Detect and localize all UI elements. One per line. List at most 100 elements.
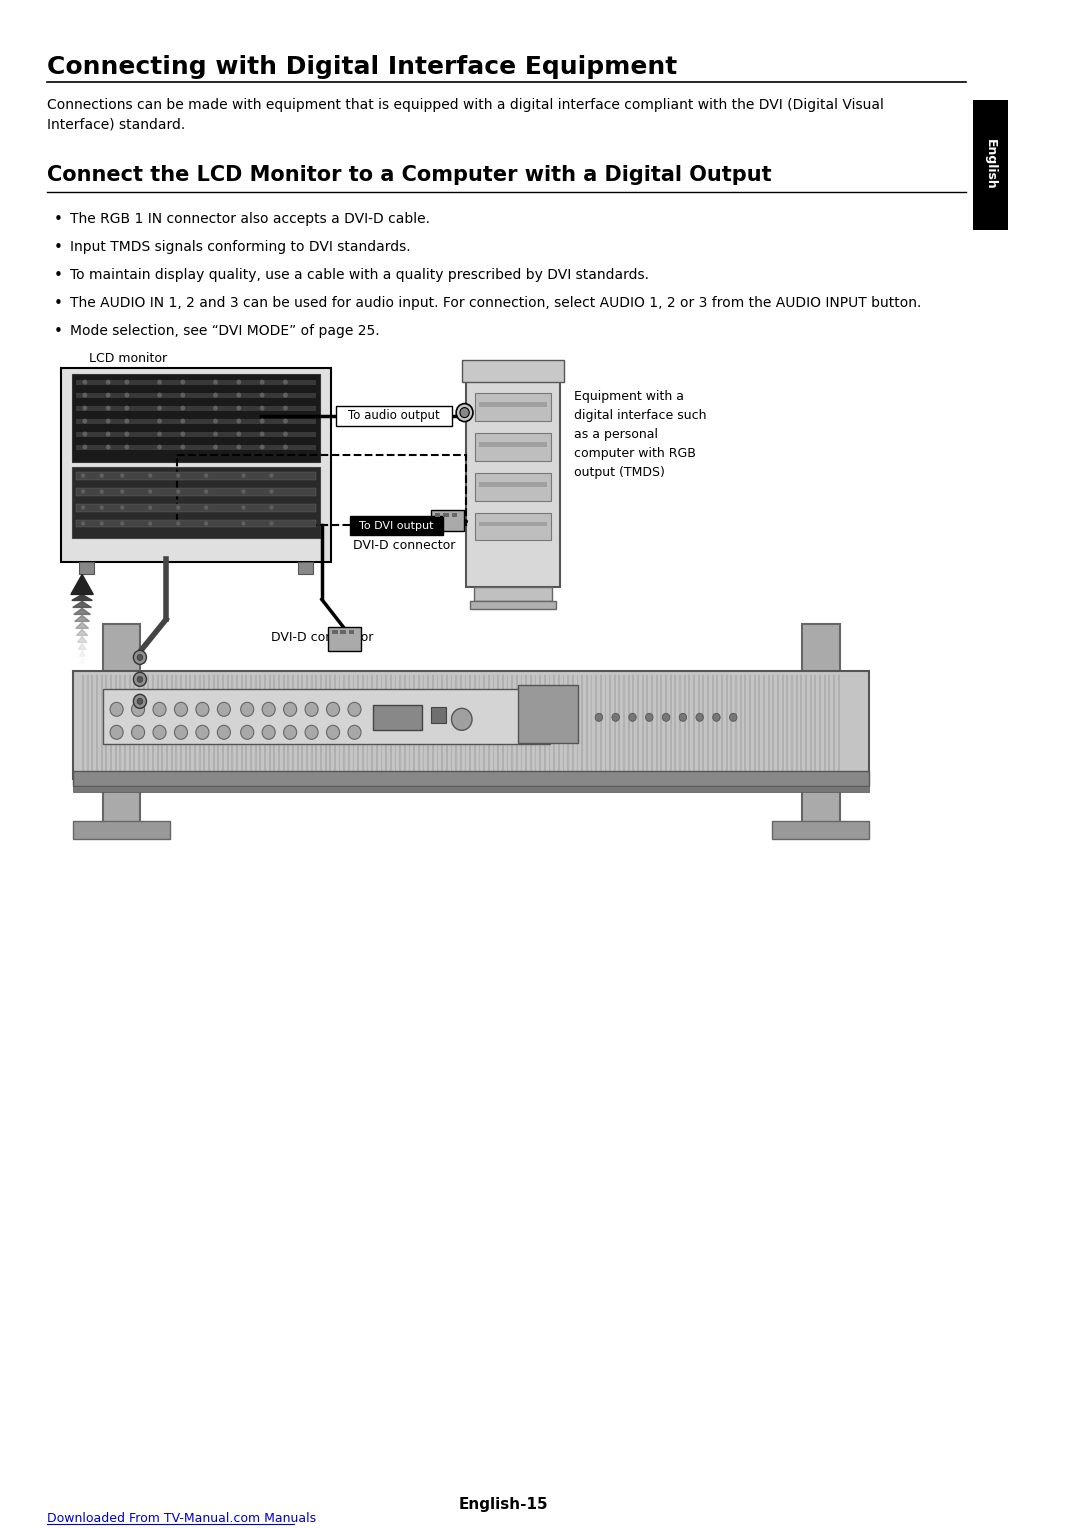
Bar [838, 675, 839, 772]
Bar [833, 675, 835, 772]
Circle shape [158, 393, 161, 397]
Bar [400, 675, 401, 772]
Bar [157, 675, 159, 772]
Circle shape [121, 506, 123, 509]
Bar [679, 675, 681, 772]
Bar [199, 675, 201, 772]
Circle shape [195, 703, 208, 717]
Circle shape [83, 432, 86, 435]
Bar [255, 675, 257, 772]
Polygon shape [78, 636, 86, 642]
Circle shape [107, 393, 110, 397]
Text: To audio output: To audio output [348, 410, 440, 422]
Bar [106, 675, 107, 772]
Circle shape [181, 406, 185, 410]
Bar [726, 675, 728, 772]
Bar [525, 675, 527, 772]
Bar [492, 675, 495, 772]
Circle shape [242, 474, 245, 477]
Circle shape [729, 714, 737, 721]
Bar [404, 675, 406, 772]
Bar [189, 675, 191, 772]
Circle shape [214, 406, 217, 410]
Bar [72, 466, 320, 538]
Bar [297, 675, 298, 772]
Bar [348, 675, 350, 772]
Bar [374, 706, 421, 730]
Bar [973, 99, 1008, 229]
Circle shape [158, 406, 161, 410]
Text: LCD monitor: LCD monitor [89, 351, 166, 365]
Circle shape [177, 474, 179, 477]
Bar [147, 675, 149, 772]
Bar [810, 675, 811, 772]
Circle shape [238, 406, 241, 410]
Bar [138, 675, 140, 772]
Circle shape [241, 703, 254, 717]
Circle shape [181, 432, 185, 435]
Bar [530, 675, 531, 772]
Bar [60, 368, 332, 562]
Bar [76, 379, 316, 385]
Bar [372, 675, 374, 772]
Bar [591, 675, 592, 772]
Bar [460, 675, 462, 772]
Bar [76, 445, 316, 449]
Circle shape [107, 406, 110, 410]
Circle shape [205, 474, 207, 477]
Bar [92, 675, 93, 772]
Circle shape [242, 490, 245, 494]
Bar [422, 675, 424, 772]
Circle shape [284, 380, 287, 384]
Bar [171, 675, 173, 772]
Bar [480, 402, 546, 406]
Circle shape [125, 393, 129, 397]
Circle shape [110, 726, 123, 740]
Bar [778, 675, 779, 772]
Bar [283, 675, 284, 772]
Bar [76, 405, 316, 411]
Bar [768, 675, 770, 772]
Bar [72, 821, 170, 839]
Circle shape [270, 490, 273, 494]
Polygon shape [80, 657, 84, 663]
Circle shape [214, 432, 217, 435]
Bar [194, 675, 195, 772]
Bar [301, 675, 303, 772]
Circle shape [260, 419, 264, 423]
Bar [451, 512, 457, 516]
Circle shape [158, 432, 161, 435]
Circle shape [107, 445, 110, 449]
Circle shape [284, 406, 287, 410]
Circle shape [348, 726, 361, 740]
Bar [623, 675, 625, 772]
Text: English: English [984, 139, 997, 189]
Bar [470, 602, 556, 610]
Circle shape [181, 445, 185, 449]
Circle shape [100, 506, 103, 509]
Polygon shape [77, 630, 87, 636]
Bar [320, 675, 322, 772]
Bar [670, 675, 672, 772]
Bar [446, 675, 448, 772]
Bar [475, 393, 551, 420]
Circle shape [284, 432, 287, 435]
Polygon shape [72, 594, 93, 601]
Bar [336, 405, 453, 426]
Bar [469, 675, 471, 772]
Circle shape [214, 419, 217, 423]
Polygon shape [72, 602, 92, 608]
Bar [511, 675, 513, 772]
Circle shape [238, 380, 241, 384]
Bar [549, 675, 551, 772]
Bar [386, 675, 387, 772]
Circle shape [137, 677, 143, 683]
Bar [688, 675, 690, 772]
Bar [161, 675, 163, 772]
Bar [698, 675, 700, 772]
Bar [497, 675, 499, 772]
Polygon shape [71, 575, 93, 594]
Bar [103, 625, 140, 834]
Bar [735, 675, 737, 772]
Circle shape [305, 726, 319, 740]
